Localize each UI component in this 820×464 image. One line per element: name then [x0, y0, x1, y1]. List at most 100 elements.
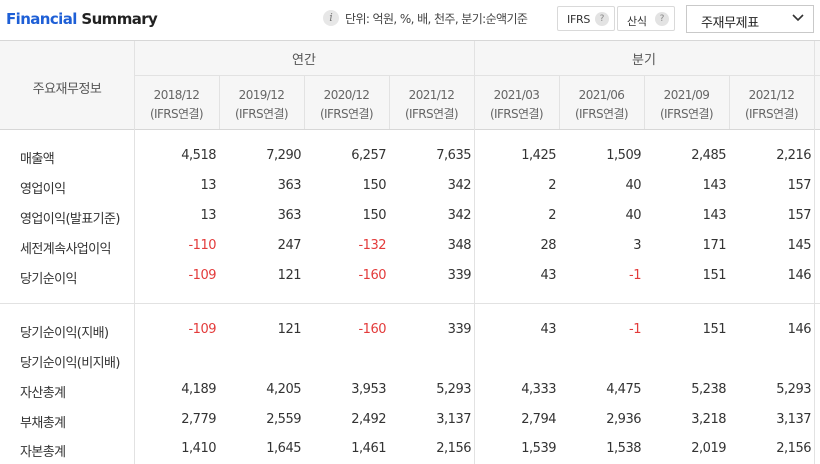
row-label: 자본총계: [20, 445, 66, 460]
title-summary: Summary: [81, 10, 158, 28]
column-divider: [304, 76, 305, 129]
table-cell: 43: [540, 322, 556, 337]
period-header: 2020/12 (IFRS연결): [304, 86, 389, 124]
table-cell: 143: [702, 178, 727, 193]
table-cell: 7,290: [266, 148, 301, 163]
column-divider: [389, 76, 390, 129]
table-cell: 5,293: [776, 382, 811, 397]
group-annual: 연간: [292, 53, 316, 68]
table-header-bg: [0, 41, 820, 129]
table-cell: 4,189: [181, 382, 216, 397]
help-icon[interactable]: ?: [595, 12, 609, 26]
header-divider: [134, 75, 820, 76]
table-cell: 2,019: [691, 441, 726, 456]
period-basis: (IFRS연결): [149, 107, 204, 121]
row-label: 영업이익(발표기준): [20, 212, 120, 227]
table-cell: 2,485: [691, 148, 726, 163]
table-cell: 3,953: [351, 382, 386, 397]
table-cell: 2,492: [351, 412, 386, 427]
period-basis: (IFRS연결): [404, 107, 459, 121]
title-financial: Financial: [6, 10, 77, 28]
table-cell: 342: [447, 178, 472, 193]
table-cell: -110: [188, 238, 216, 253]
dropdown-value: 주재무제표: [701, 16, 759, 31]
table-cell: 2: [548, 208, 556, 223]
unit-note: 단위: 억원, %, 배, 천주, 분기:순액기준: [345, 12, 528, 26]
table-cell: 2,936: [606, 412, 641, 427]
section-title: Financial Summary: [6, 10, 158, 28]
period-date: 2021/03: [493, 88, 540, 102]
row-label: 부채총계: [20, 416, 66, 431]
table-cell: 2,216: [776, 148, 811, 163]
header-bottom-border: [0, 129, 820, 130]
table-cell: 146: [787, 322, 812, 337]
table-cell: 6,257: [351, 148, 386, 163]
table-top-border: [0, 40, 820, 41]
table-cell: 146: [787, 268, 812, 283]
table-cell: 2,559: [266, 412, 301, 427]
period-date: 2021/12: [748, 88, 795, 102]
info-icon: i: [323, 10, 339, 26]
period-basis: (IFRS연결): [319, 107, 374, 121]
table-cell: 4,333: [521, 382, 556, 397]
column-divider: [474, 41, 475, 464]
column-divider: [219, 76, 220, 129]
table-cell: 3,137: [436, 412, 471, 427]
period-basis: (IFRS연결): [744, 107, 799, 121]
group-quarterly: 분기: [632, 53, 656, 68]
table-cell: 28: [540, 238, 556, 253]
table-cell: 151: [702, 322, 727, 337]
period-date: 2020/12: [323, 88, 370, 102]
table-cell: 157: [787, 178, 812, 193]
ifrs-label: IFRS: [567, 13, 590, 26]
table-cell: 5,238: [691, 382, 726, 397]
table-cell: 151: [702, 268, 727, 283]
formula-label: 산식: [627, 15, 647, 28]
column-divider: [644, 76, 645, 129]
table-cell: 3,218: [691, 412, 726, 427]
table-cell: 1,538: [606, 441, 641, 456]
table-cell: -1: [629, 268, 641, 283]
table-cell: 121: [277, 322, 302, 337]
table-cell: 339: [447, 322, 472, 337]
table-cell: 150: [362, 178, 387, 193]
column-divider: [559, 76, 560, 129]
table-cell: 13: [200, 208, 216, 223]
ifrs-toggle[interactable]: IFRS ?: [557, 6, 615, 31]
period-basis: (IFRS연결): [574, 107, 629, 121]
table-cell: 3: [633, 238, 641, 253]
table-cell: 4,518: [181, 148, 216, 163]
table-cell: 40: [625, 178, 641, 193]
table-cell: 43: [540, 268, 556, 283]
statement-type-dropdown[interactable]: 주재무제표: [686, 5, 814, 33]
table-cell: 2,794: [521, 412, 556, 427]
row-label: 영업이익: [20, 182, 66, 197]
period-header: 2021/03 (IFRS연결): [474, 86, 559, 124]
row-label: 자산총계: [20, 386, 66, 401]
table-cell: 1,645: [266, 441, 301, 456]
table-cell: 2: [548, 178, 556, 193]
table-cell: 1,509: [606, 148, 641, 163]
period-header: 2021/12 (IFRS연결): [729, 86, 814, 124]
table-cell: -132: [358, 238, 386, 253]
period-date: 2021/06: [578, 88, 625, 102]
table-cell: 171: [702, 238, 727, 253]
table-cell: 150: [362, 208, 387, 223]
period-basis: (IFRS연결): [489, 107, 544, 121]
chevron-down-icon: [792, 14, 804, 22]
row-label: 당기순이익(비지배): [20, 356, 120, 371]
table-cell: -160: [358, 268, 386, 283]
period-date: 2018/12: [153, 88, 200, 102]
table-cell: 339: [447, 268, 472, 283]
table-cell: 145: [787, 238, 812, 253]
column-divider: [134, 41, 135, 464]
table-cell: 363: [277, 208, 302, 223]
table-cell: 342: [447, 208, 472, 223]
period-basis: (IFRS연결): [234, 107, 289, 121]
row-header-label: 주요재무정보: [32, 82, 102, 97]
table-cell: 2,779: [181, 412, 216, 427]
formula-toggle[interactable]: 산식 ?: [617, 6, 675, 31]
table-cell: 1,410: [181, 441, 216, 456]
help-icon[interactable]: ?: [655, 12, 669, 26]
row-label: 당기순이익: [20, 272, 77, 287]
